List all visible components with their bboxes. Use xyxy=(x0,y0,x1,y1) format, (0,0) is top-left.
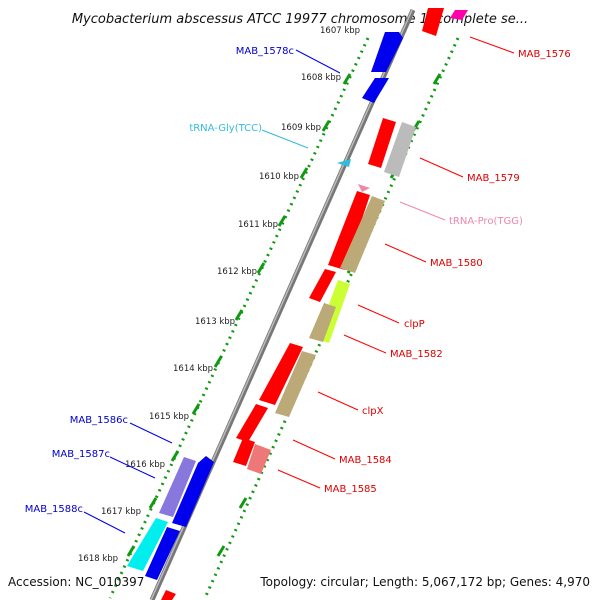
leader-MAB-1576 xyxy=(469,36,515,54)
inner-scale-ticks xyxy=(126,73,352,557)
gene-MAB-1586c[interactable] xyxy=(159,457,196,517)
tick-label-1613: 1613 kbp xyxy=(195,317,235,327)
tick-label-1615: 1615 kbp xyxy=(149,412,189,422)
label-tRNA-Pro[interactable]: tRNA-Pro(TGG) xyxy=(449,216,523,227)
label-MAB-1582[interactable]: MAB_1582 xyxy=(390,349,443,360)
label-MAB-1586c[interactable]: MAB_1586c xyxy=(70,415,128,426)
label-MAB-1576[interactable]: MAB_1576 xyxy=(518,49,571,60)
tick-label-1611: 1611 kbp xyxy=(238,220,278,230)
leader-tRNA-Gly xyxy=(261,129,309,149)
gene-MAB-1587c[interactable] xyxy=(172,456,214,527)
accession-text: Accession: NC_010397 xyxy=(8,575,144,589)
map-title: Mycobacterium abscessus ATCC 19977 chrom… xyxy=(72,12,528,27)
tick-label-1609: 1609 kbp xyxy=(281,123,321,133)
gene-MAB-1576[interactable] xyxy=(422,8,468,36)
label-MAB-1584[interactable]: MAB_1584 xyxy=(339,455,392,466)
gene-MAB-1579[interactable] xyxy=(368,118,416,177)
gene-bottom-fragment[interactable] xyxy=(161,590,176,600)
leader-MAB-1586c xyxy=(129,422,173,444)
gene-MAB-1585[interactable] xyxy=(247,444,271,474)
leader-MAB-1580 xyxy=(384,243,427,263)
leader-MAB-1584 xyxy=(292,439,336,460)
tick-label-1612: 1612 kbp xyxy=(217,267,257,277)
leader-MAB-1578c xyxy=(295,49,341,74)
label-clpX[interactable]: clpX xyxy=(362,406,384,417)
leader-MAB-1588c xyxy=(83,511,126,534)
tick-label-1610: 1610 kbp xyxy=(259,172,299,182)
leader-MAB-1585 xyxy=(277,469,321,489)
tick-label-1618: 1618 kbp xyxy=(78,554,118,564)
leader-clpP xyxy=(357,304,400,324)
outer-scale-line xyxy=(203,37,460,599)
tick-label-1617: 1617 kbp xyxy=(101,507,141,517)
label-MAB-1580[interactable]: MAB_1580 xyxy=(430,258,483,269)
gene-tRNA-Gly[interactable] xyxy=(337,159,351,167)
gene-MAB-1584[interactable] xyxy=(233,404,268,466)
label-MAB-1585[interactable]: MAB_1585 xyxy=(324,484,377,495)
leader-MAB-1587c xyxy=(109,456,156,479)
leader-clpX xyxy=(317,391,359,411)
label-MAB-1578c[interactable]: MAB_1578c xyxy=(236,46,294,57)
tick-label-1607: 1607 kbp xyxy=(320,26,360,36)
label-tRNA-Gly[interactable]: tRNA-Gly(TCC) xyxy=(189,123,262,134)
leader-tRNA-Pro xyxy=(399,201,446,221)
label-MAB-1587c[interactable]: MAB_1587c xyxy=(52,449,110,460)
topology-text: Topology: circular; Length: 5,067,172 bp… xyxy=(259,575,590,589)
gene-MAB-1580[interactable] xyxy=(328,191,385,273)
label-MAB-1588c[interactable]: MAB_1588c xyxy=(25,504,83,515)
label-MAB-1579[interactable]: MAB_1579 xyxy=(467,173,520,184)
tick-label-1616: 1616 kbp xyxy=(125,460,165,470)
tick-label-1614: 1614 kbp xyxy=(173,364,213,374)
gene-clpX[interactable] xyxy=(259,343,316,417)
gene-tRNA-Pro[interactable] xyxy=(358,184,370,192)
gene-MAB-1582[interactable] xyxy=(309,303,336,342)
label-clpP[interactable]: clpP xyxy=(404,319,425,330)
tick-label-1608: 1608 kbp xyxy=(301,73,341,83)
leader-MAB-1582 xyxy=(343,334,387,354)
gene-MAB-1588c[interactable] xyxy=(127,518,180,580)
scale-tick-labels: 1607 kbp 1608 kbp 1609 kbp 1610 kbp 1611… xyxy=(78,26,360,564)
leader-MAB-1579 xyxy=(419,157,464,178)
gene-MAB-1578c[interactable] xyxy=(362,32,403,103)
inner-scale-line xyxy=(108,37,370,599)
